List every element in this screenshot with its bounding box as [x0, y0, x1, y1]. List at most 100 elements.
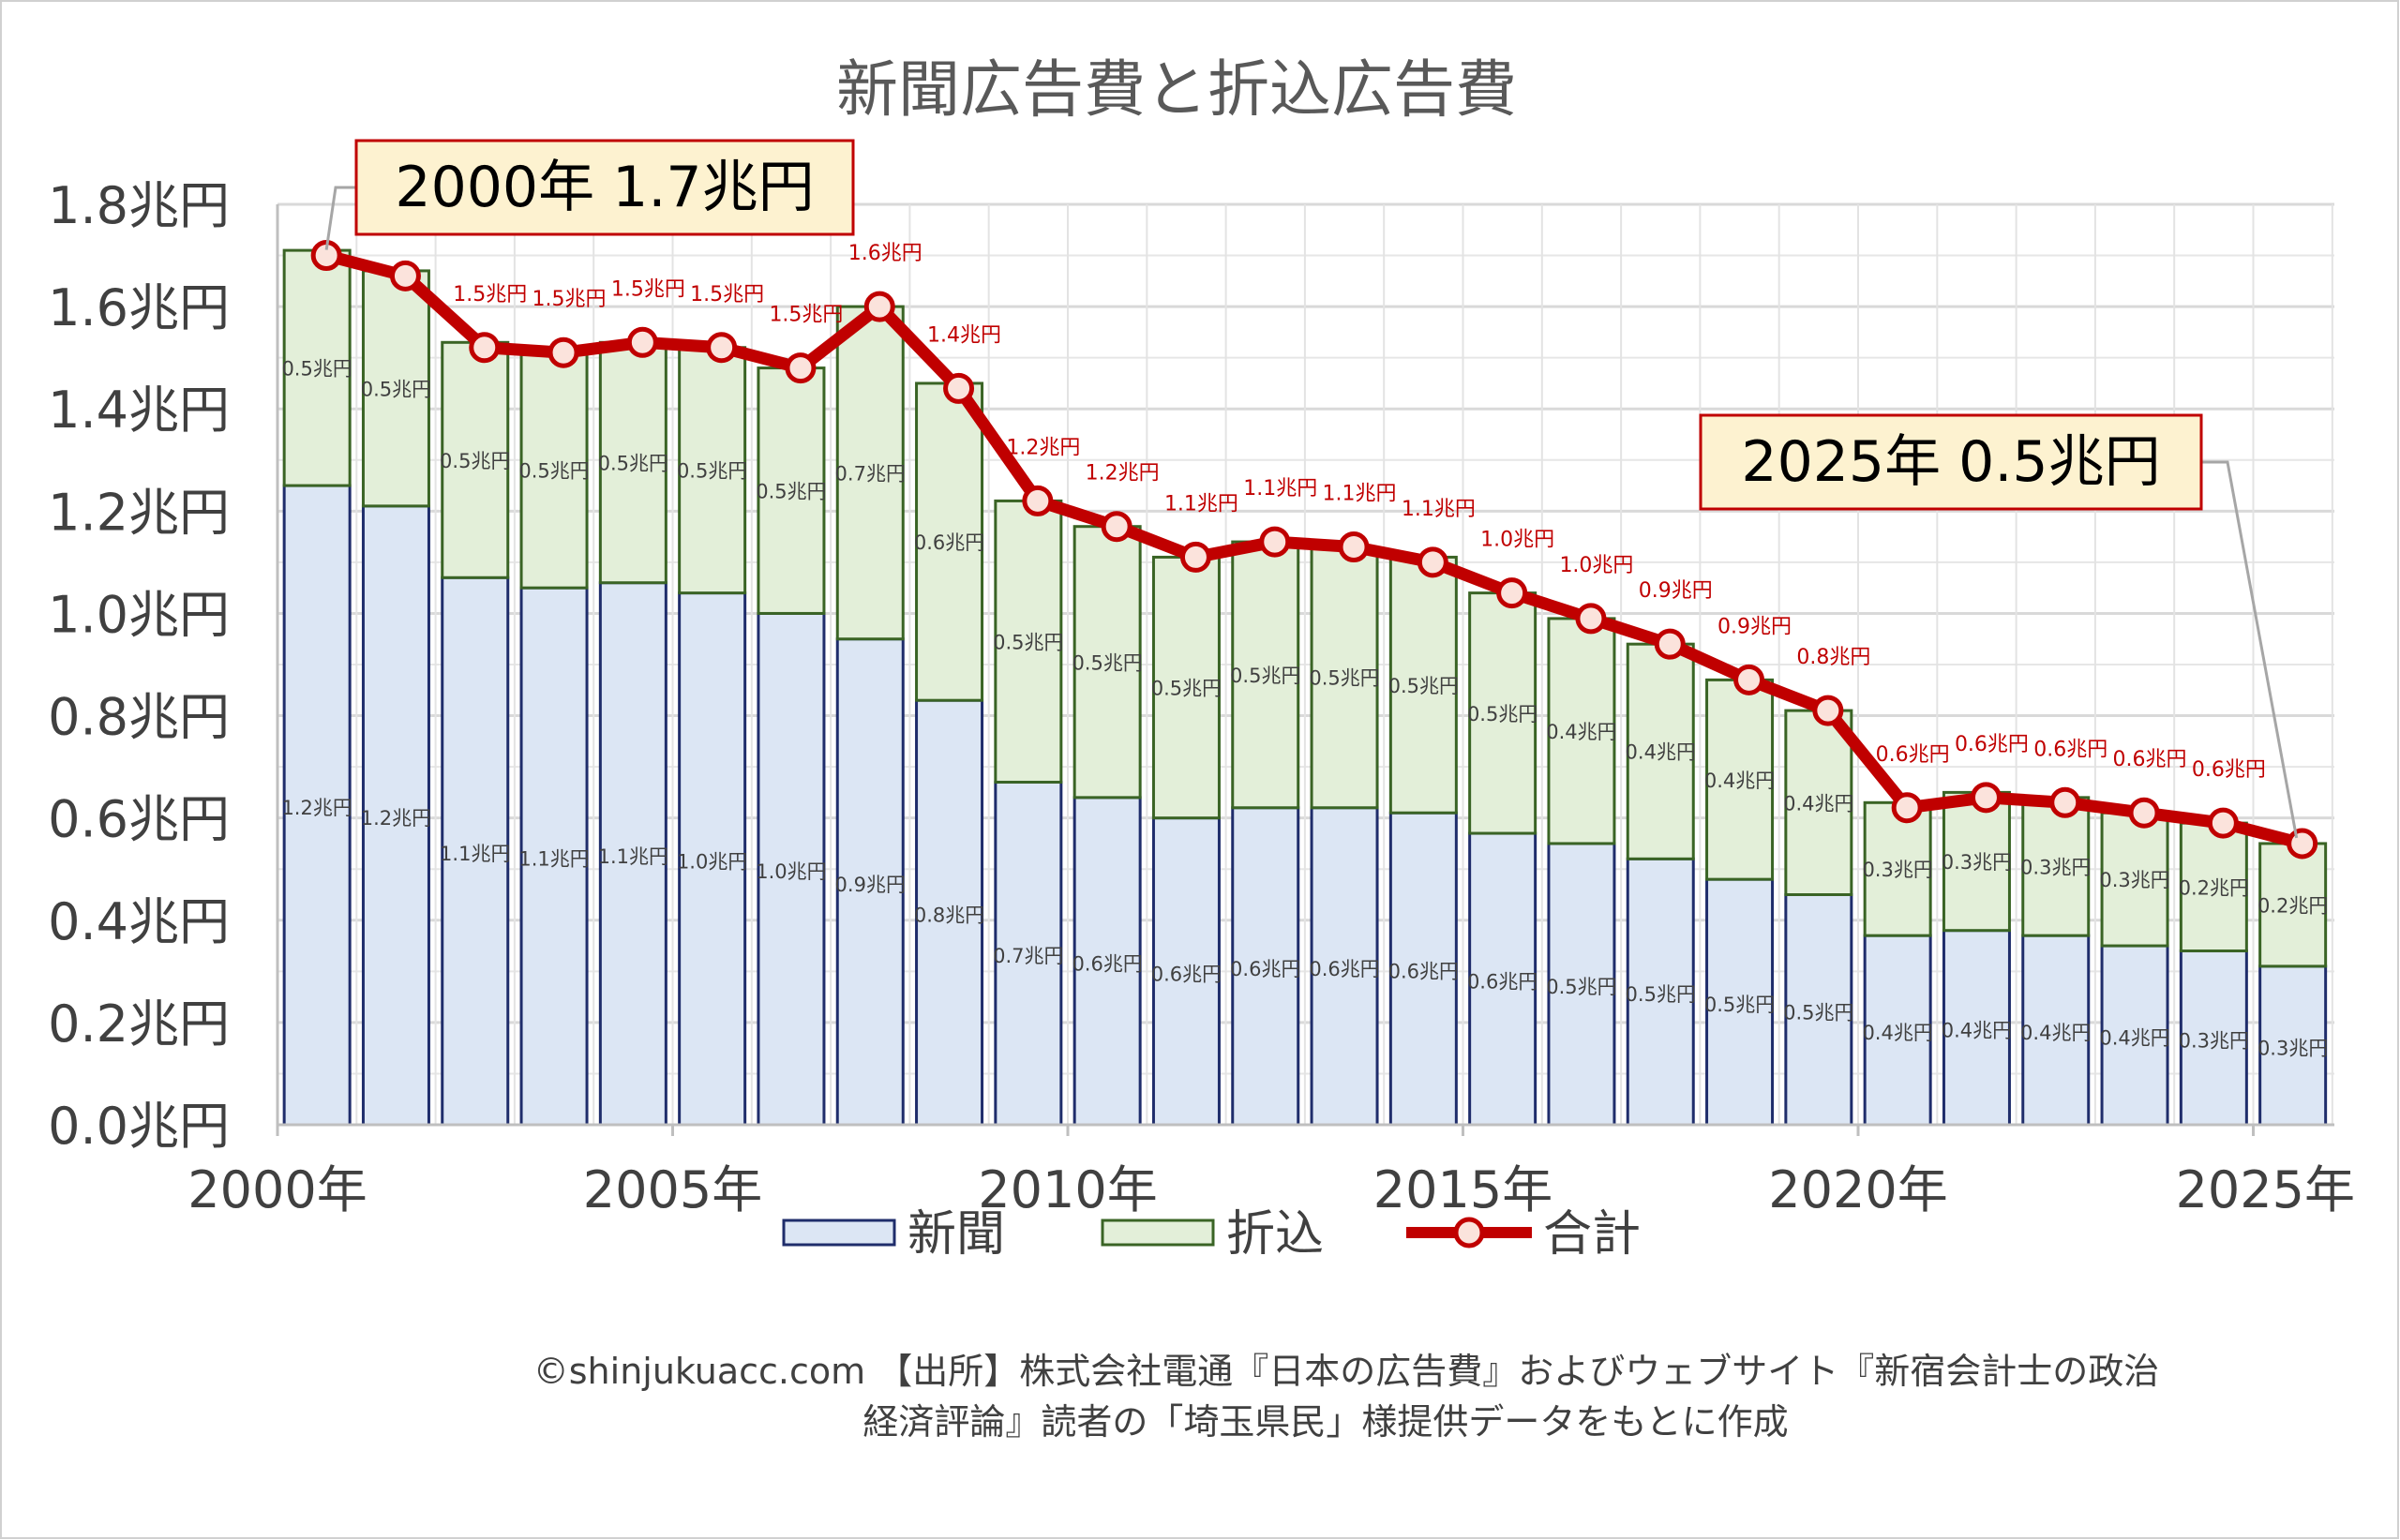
data-label-orikomi: 0.5兆円	[1230, 665, 1300, 687]
data-label-shinbun: 0.4兆円	[2099, 1027, 2169, 1050]
bar-orikomi	[1942, 790, 2011, 933]
bar-shinbun	[1784, 893, 1853, 1127]
bar-orikomi	[361, 269, 430, 508]
total-marker	[548, 336, 579, 368]
bar-shinbun	[1863, 934, 1932, 1127]
legend-swatch-orikomi	[1101, 1219, 1215, 1247]
data-label-shinbun: 0.7兆円	[993, 945, 1063, 967]
y-tick-label: 1.4兆円	[48, 381, 230, 440]
callout-box	[354, 139, 855, 236]
y-tick-label: 1.2兆円	[48, 483, 230, 542]
total-marker	[1575, 603, 1607, 635]
data-label-shinbun: 0.3兆円	[2258, 1037, 2328, 1059]
data-label-orikomi: 0.3兆円	[1862, 859, 1932, 881]
data-label-shinbun: 0.6兆円	[1309, 958, 1379, 980]
data-label-total: 1.5兆円	[690, 283, 764, 307]
data-label-orikomi: 0.5兆円	[1467, 703, 1538, 725]
data-label-total: 1.1兆円	[1323, 483, 1397, 506]
total-marker	[706, 332, 738, 364]
data-label-shinbun: 0.5兆円	[1704, 994, 1775, 1016]
bar-shinbun	[1942, 929, 2011, 1127]
data-label-shinbun: 0.6兆円	[1230, 958, 1300, 980]
data-label-shinbun: 0.6兆円	[1467, 971, 1538, 994]
callouts: 2000年 1.7兆円 2025年 0.5兆円	[324, 139, 2299, 839]
y-axis: 0.0兆円 0.2兆円 0.4兆円 0.6兆円 0.8兆円 1.0兆円 1.2兆円 1.4兆円…	[48, 176, 279, 1156]
y-tick-label: 0.6兆円	[48, 790, 230, 849]
data-label-total: 1.0兆円	[1559, 554, 1633, 577]
data-label-orikomi: 0.7兆円	[835, 462, 906, 485]
bar-orikomi	[1468, 591, 1538, 835]
x-tick-label: 2005年	[583, 1160, 762, 1219]
data-label-orikomi: 0.5兆円	[518, 460, 589, 483]
data-label-shinbun: 0.5兆円	[1626, 983, 1696, 1006]
total-marker	[785, 352, 817, 384]
callout-leader	[2201, 460, 2299, 839]
legend: 新聞 折込 合計	[782, 1206, 1641, 1263]
data-label-total: 0.9兆円	[1639, 579, 1713, 603]
legend-label-shinbun: 新聞	[908, 1206, 1005, 1263]
total-marker	[2207, 807, 2239, 839]
y-tick-label: 1.6兆円	[48, 278, 230, 337]
bar-shinbun	[519, 586, 589, 1127]
total-marker	[1179, 541, 1211, 573]
total-marker	[1970, 782, 2002, 814]
data-label-orikomi: 0.5兆円	[1151, 678, 1222, 700]
data-label-total: 1.2兆円	[1086, 462, 1160, 486]
bar-shinbun	[2179, 949, 2248, 1127]
total-marker	[626, 326, 658, 358]
total-marker	[389, 260, 421, 292]
data-label-total: 0.8兆円	[1796, 646, 1870, 669]
footer-line-2: 経済評論』読者の「埼玉県民」様提供データをもとに作成	[862, 1401, 1788, 1443]
callout-text: 2025年 0.5兆円	[1741, 429, 2160, 495]
bar-orikomi	[282, 248, 352, 487]
data-label-orikomi: 0.4兆円	[1626, 741, 1696, 764]
y-tick-label: 1.0兆円	[48, 585, 230, 644]
legend-marker-total	[1453, 1217, 1485, 1248]
data-label-shinbun: 0.6兆円	[1151, 963, 1222, 985]
bar-orikomi	[994, 499, 1063, 784]
data-label-shinbun: 1.2兆円	[361, 807, 431, 830]
bar-shinbun	[2258, 964, 2328, 1127]
chart-title: 新聞広告費と折込広告費	[836, 53, 1517, 126]
data-label-shinbun: 0.5兆円	[1783, 1001, 1853, 1024]
total-marker	[1654, 628, 1686, 660]
legend-label-total: 合計	[1543, 1206, 1641, 1263]
data-label-shinbun: 1.1兆円	[518, 848, 589, 871]
total-marker	[863, 291, 895, 322]
bar-shinbun	[1626, 857, 1695, 1127]
data-label-total: 0.6兆円	[1955, 733, 2029, 756]
data-label-total: 1.1兆円	[1402, 498, 1476, 521]
total-marker	[1338, 531, 1370, 563]
data-label-total: 1.2兆円	[1006, 436, 1080, 459]
data-label-total: 1.1兆円	[1164, 492, 1238, 516]
bar-orikomi	[1863, 800, 1932, 937]
bar-orikomi	[1151, 555, 1221, 820]
data-label-shinbun: 0.6兆円	[1388, 961, 1459, 983]
bar-shinbun	[678, 591, 747, 1127]
data-label-orikomi: 0.5兆円	[1072, 651, 1142, 674]
data-label-orikomi: 0.5兆円	[440, 450, 510, 472]
y-tick-label: 0.8兆円	[48, 688, 230, 747]
total-marker	[1733, 664, 1765, 695]
bar-labels: 1.2兆円 0.5兆円 1.2兆円 0.5兆円 1.1兆円 0.5兆円 1.1兆円 0.5兆円…	[281, 358, 2328, 1060]
data-label-orikomi: 0.5兆円	[1388, 675, 1459, 697]
data-label-shinbun: 0.6兆円	[1072, 952, 1142, 975]
total-marker	[1891, 792, 1923, 824]
data-label-orikomi: 0.4兆円	[1546, 721, 1616, 743]
total-marker	[2128, 797, 2160, 829]
bar-shinbun	[1310, 806, 1379, 1127]
bar-orikomi	[598, 340, 668, 585]
bar-shinbun	[441, 576, 510, 1127]
data-label-total: 1.4兆円	[927, 323, 1001, 347]
total-marker	[1496, 577, 1528, 609]
data-label-orikomi: 0.3兆円	[2020, 856, 2091, 878]
data-label-total: 0.6兆円	[2192, 758, 2266, 782]
data-label-orikomi: 0.4兆円	[1783, 792, 1853, 815]
bar-shinbun	[361, 504, 430, 1127]
bar-orikomi	[1784, 709, 1853, 896]
data-label-orikomi: 0.6兆円	[914, 531, 984, 554]
data-label-total: 0.6兆円	[2033, 738, 2108, 761]
data-label-orikomi: 0.5兆円	[677, 460, 747, 483]
bar-shinbun	[757, 611, 826, 1127]
bar-shinbun	[1547, 842, 1616, 1127]
